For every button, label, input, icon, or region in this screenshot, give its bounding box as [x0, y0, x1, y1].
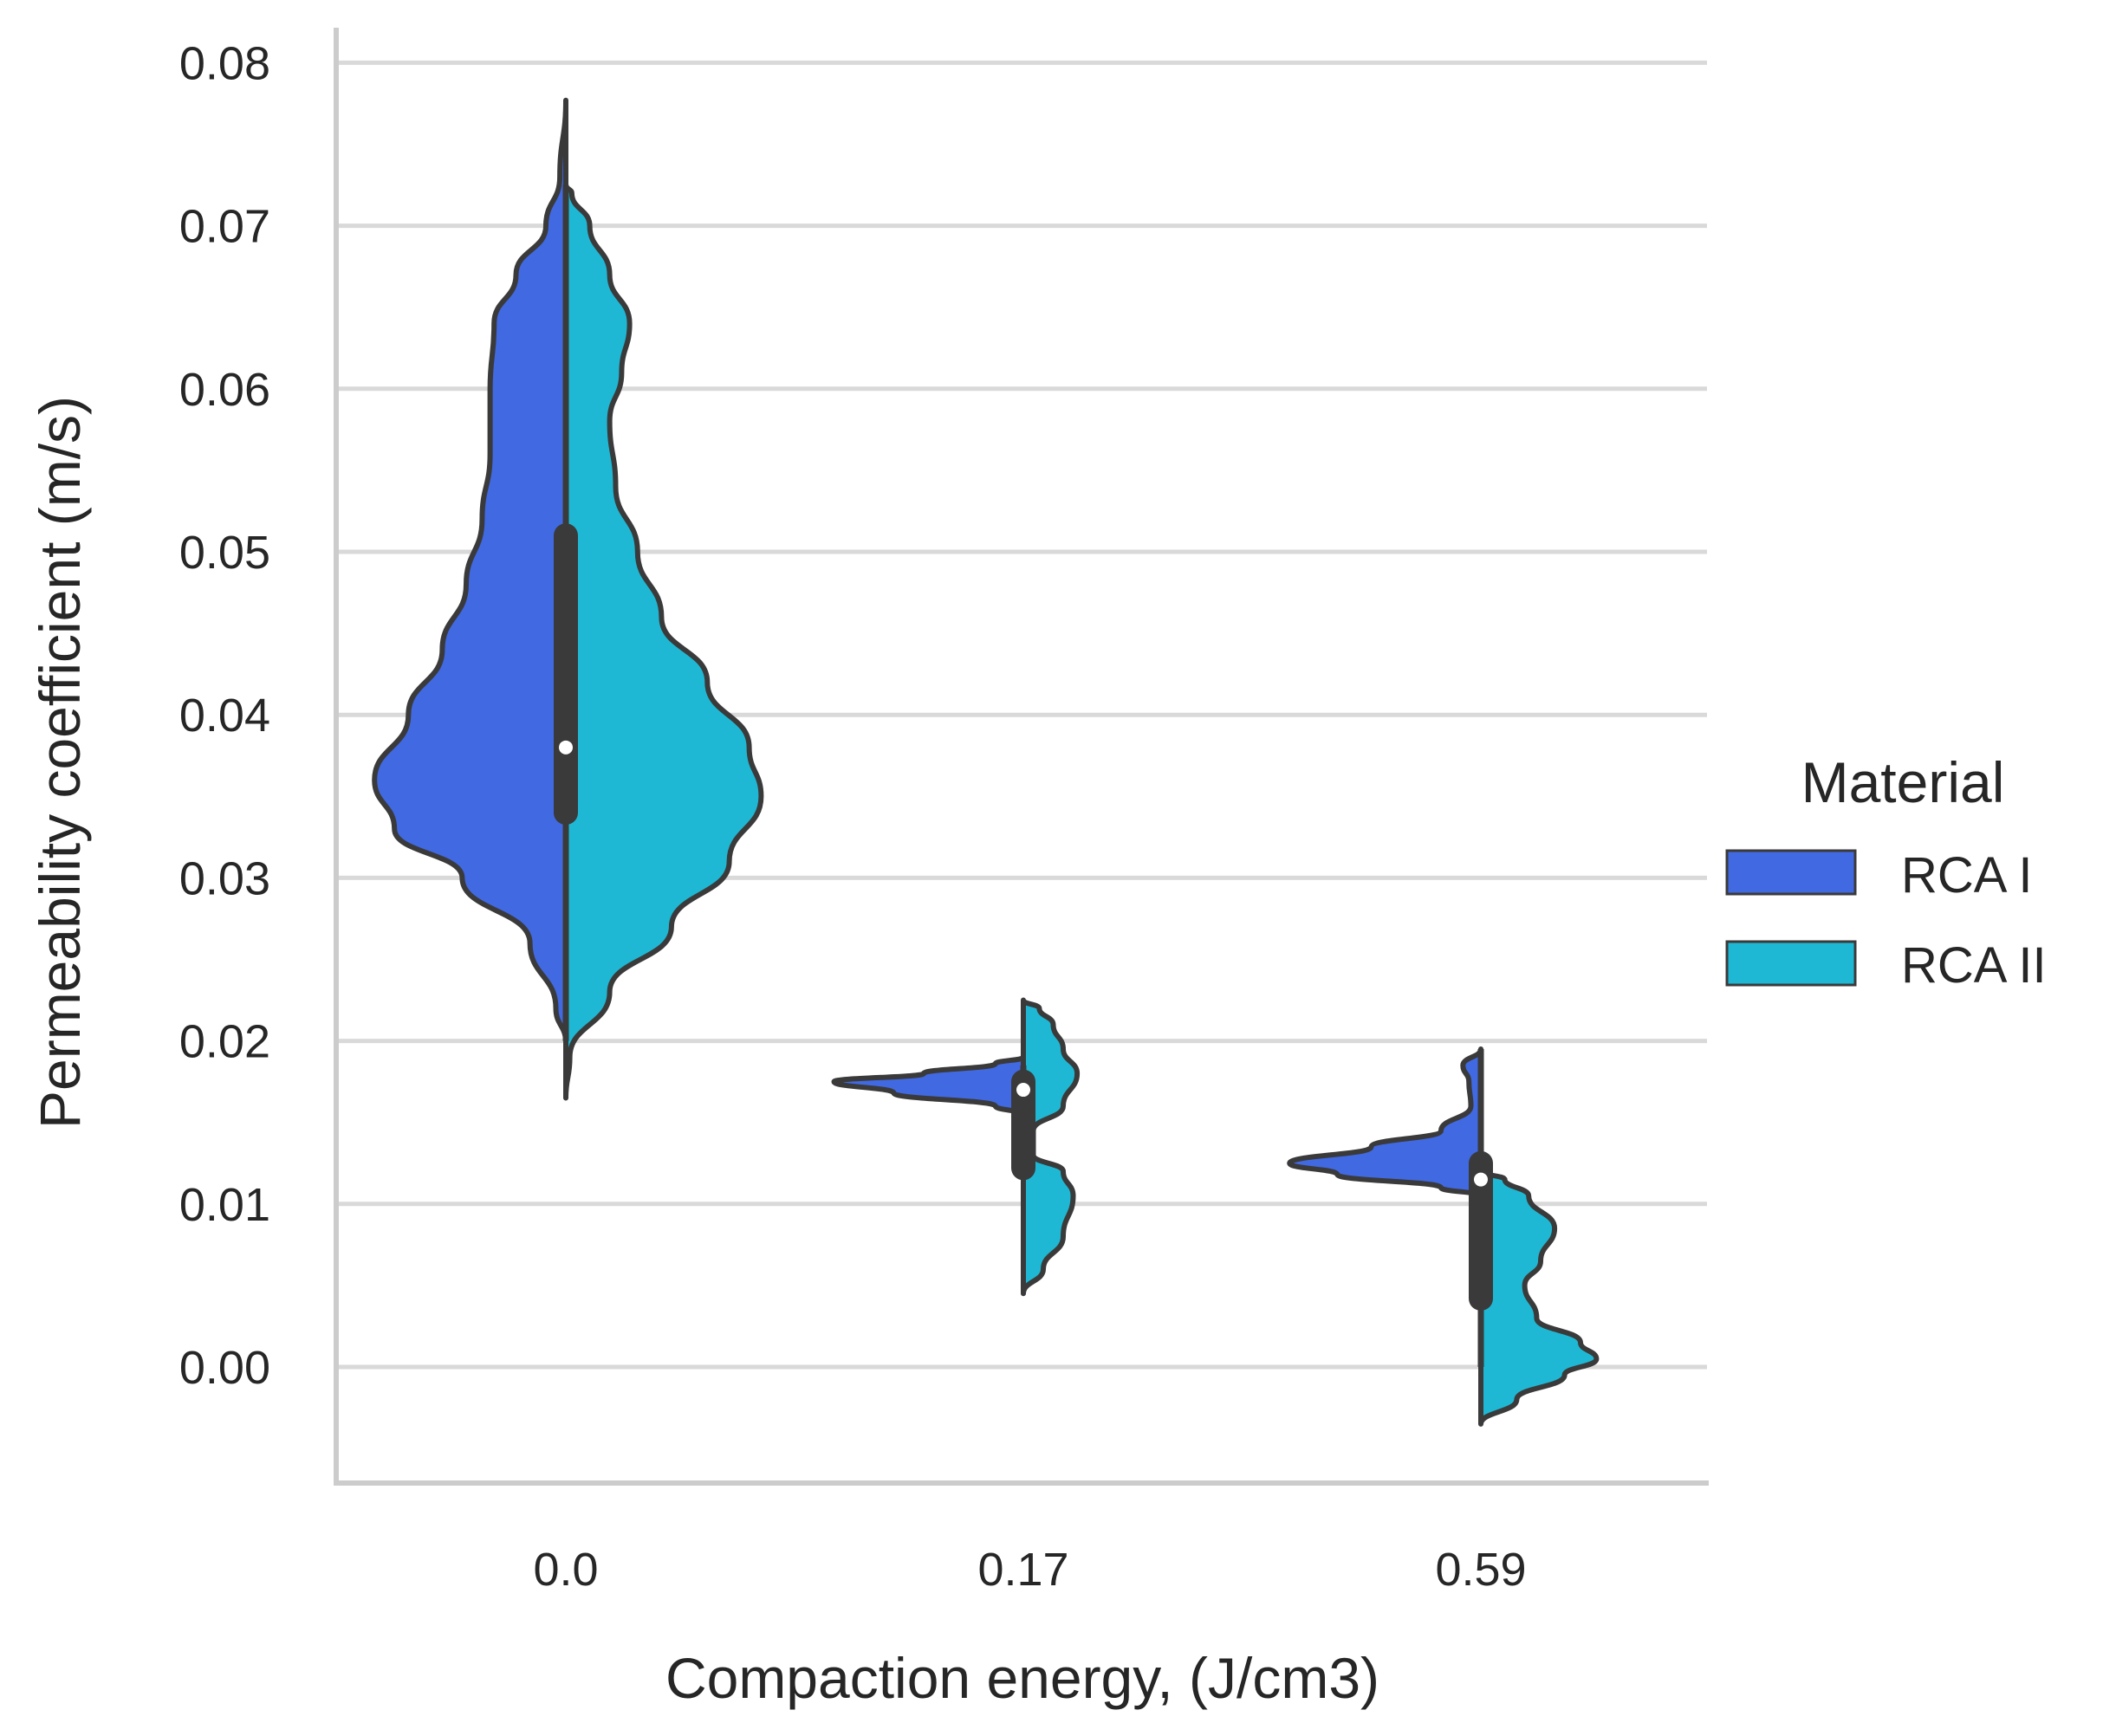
median-marker-0_59 [1474, 1172, 1488, 1187]
legend-title: Material [1801, 750, 2005, 814]
violin-rca-ii-0_59 [1478, 1169, 1600, 1427]
y-axis-title: Permeability coefficient (m/s) [28, 396, 92, 1129]
median-marker-0_17 [1016, 1083, 1030, 1098]
y-tick-label: 0.02 [179, 1016, 270, 1068]
y-tick-label: 0.01 [179, 1179, 270, 1231]
legend: Material RCA I RCA II [1725, 750, 2047, 994]
y-tick-label: 0.05 [179, 527, 270, 579]
median-marker-0_0 [559, 740, 573, 755]
legend-swatch-rca-ii [1725, 940, 1857, 987]
x-tick-label: 0.17 [977, 1544, 1068, 1596]
y-tick-label: 0.06 [179, 364, 270, 416]
legend-label-rca-i: RCA I [1901, 847, 2033, 904]
violin-rca-i-0_0 [372, 97, 568, 1046]
x-axis-title: Compaction energy, (J/cm3) [665, 1646, 1379, 1710]
x-tick-label: 0.0 [533, 1544, 598, 1596]
y-tick-label: 0.00 [179, 1342, 270, 1394]
legend-label-rca-ii: RCA II [1901, 937, 2047, 994]
x-tick-labels: 0.0 0.17 0.59 [533, 1544, 1526, 1596]
axes [334, 28, 1709, 1486]
y-tick-label: 0.07 [179, 201, 270, 253]
inner-boxes [554, 185, 1493, 1367]
y-tick-labels: 0.00 0.01 0.02 0.03 0.04 0.05 0.06 0.07 0.08 [179, 37, 270, 1394]
y-tick-label: 0.03 [179, 852, 270, 904]
violins [372, 97, 1600, 1427]
violin-rca-i-0_59 [1287, 1046, 1483, 1199]
legend-swatch-rca-i [1725, 849, 1857, 896]
y-tick-label: 0.04 [179, 690, 270, 742]
y-tick-label: 0.08 [179, 37, 270, 89]
violin-rca-i-0_17 [831, 1054, 1026, 1117]
violin-rca-ii-0_0 [563, 182, 764, 1101]
x-tick-label: 0.59 [1435, 1544, 1526, 1596]
